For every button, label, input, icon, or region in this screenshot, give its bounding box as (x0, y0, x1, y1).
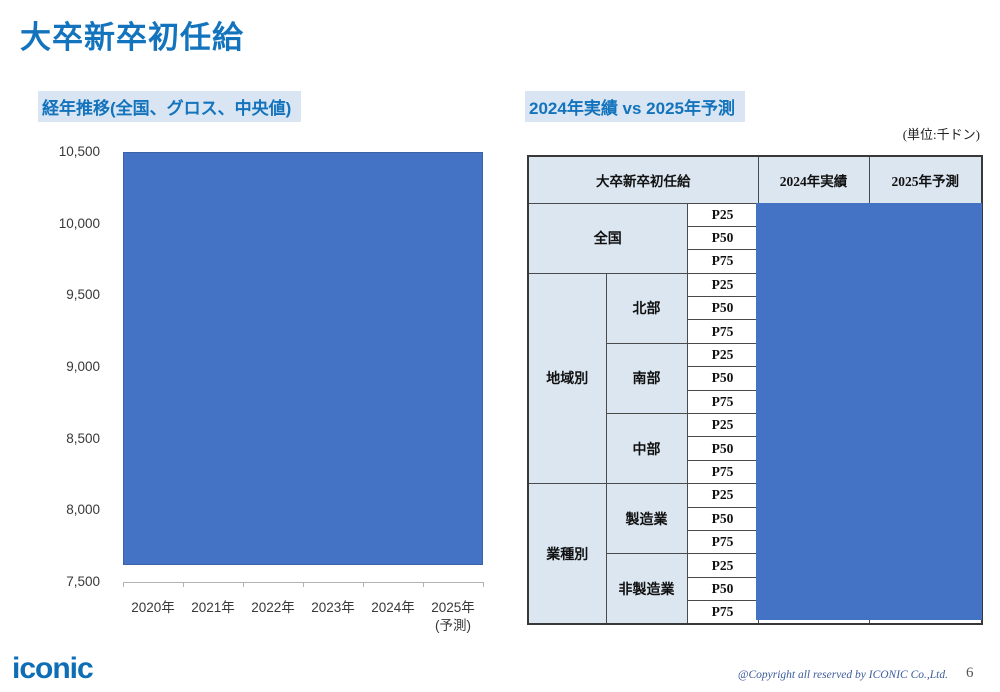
percentile-cell: P75 (686, 319, 759, 344)
x-axis-tick (243, 582, 244, 587)
subgroup-cell: 製造業 (605, 483, 688, 555)
y-axis-tick-label: 10,500 (58, 144, 100, 159)
x-axis-category-label: 2022年 (251, 600, 295, 615)
x-axis-tick (303, 582, 304, 587)
group-cell: 地域別 (527, 272, 607, 485)
copyright-text: @Copyright all reserved by ICONIC Co.,Lt… (737, 669, 948, 681)
iconic-logo: iconic (12, 652, 94, 685)
chart-redaction-overlay (123, 152, 483, 565)
y-axis-tick-label: 7,500 (66, 574, 100, 589)
percentile-cell: P50 (686, 225, 759, 251)
y-axis-tick-label: 8,500 (66, 430, 100, 446)
x-axis-category-label: 2024年 (371, 600, 415, 615)
subgroup-cell: 北部 (605, 272, 688, 344)
x-axis-tick (423, 582, 424, 587)
percentile-cell: P50 (686, 436, 759, 461)
x-axis-forecast-note: (予測) (435, 618, 471, 633)
percentile-cell: P75 (686, 389, 759, 415)
x-axis-category-label: 2023年 (311, 600, 355, 615)
header-cell-2024: 2024年実績 (757, 155, 870, 204)
percentile-cell: P75 (686, 600, 759, 625)
x-axis-category-label: 2021年 (191, 600, 235, 615)
y-axis-tick-label: 9,000 (66, 359, 100, 374)
y-axis-tick-label: 8,000 (66, 502, 100, 518)
percentile-cell: P50 (686, 506, 759, 531)
subgroup-cell: 中部 (605, 413, 688, 485)
page-number: 6 (966, 665, 974, 681)
table-header-row: 大卒新卒初任給 2024年実績 2025年予測 (527, 155, 983, 204)
percentile-cell: P75 (686, 459, 759, 485)
group-cell: 業種別 (527, 483, 607, 625)
x-axis-category-label: 2020年 (131, 600, 175, 615)
x-axis-tick (183, 582, 184, 587)
percentile-cell: P50 (686, 576, 759, 602)
x-axis-category-label: 2025年 (431, 600, 475, 615)
unit-label: (単位:千ドン) (902, 127, 980, 142)
subgroup-cell: 非製造業 (605, 553, 688, 625)
page-title: 大卒新卒初任給 (20, 20, 244, 55)
left-section-heading: 経年推移(全国、グロス、中央値) (38, 91, 302, 122)
percentile-cell: P25 (686, 272, 759, 298)
group-cell: 全国 (527, 202, 688, 274)
y-axis-tick-label: 9,500 (66, 287, 100, 303)
header-cell-2025: 2025年予測 (868, 155, 983, 204)
percentile-cell: P25 (686, 553, 759, 578)
subgroup-cell: 南部 (605, 342, 688, 415)
percentile-cell: P25 (686, 413, 759, 438)
x-axis-tick (483, 582, 484, 587)
y-axis-tick-label: 10,000 (58, 215, 100, 231)
header-cell-label: 大卒新卒初任給 (527, 155, 759, 204)
percentile-cell: P75 (686, 249, 759, 274)
table-redaction-overlay (756, 203, 982, 620)
percentile-cell: P25 (686, 202, 759, 227)
chart: 10,500 10,000 9,500 9,000 8,500 8,000 7,500 202… (35, 140, 500, 650)
percentile-cell: P25 (686, 342, 759, 368)
percentile-cell: P50 (686, 296, 759, 321)
comparison-table-wrap: 大卒新卒初任給 2024年実績 2025年予測 全国 P25 P50 P75 地域別 北部… (527, 155, 983, 626)
percentile-cell: P75 (686, 529, 759, 555)
percentile-cell: P25 (686, 483, 759, 508)
x-axis-tick (123, 582, 124, 587)
percentile-cell: P50 (686, 366, 759, 391)
right-section-heading: 2024年実績 vs 2025年予測 (525, 91, 745, 122)
x-axis-tick (363, 582, 364, 587)
